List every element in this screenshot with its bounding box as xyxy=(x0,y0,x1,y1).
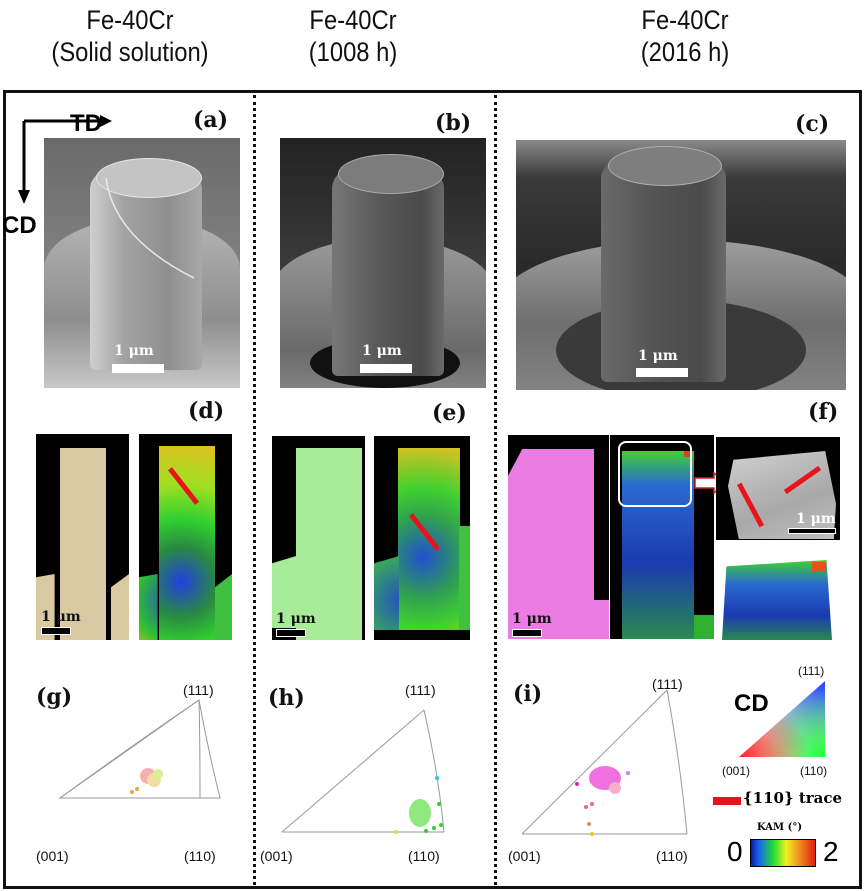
pole-001-i: (001) xyxy=(508,848,541,864)
panel-label-d: (d) xyxy=(188,398,225,424)
orientation-cluster xyxy=(409,799,431,827)
zoom-region-box xyxy=(618,441,692,507)
panel-label-e: (e) xyxy=(432,400,467,426)
column-title: Fe-40Cr xyxy=(86,5,174,35)
scale-bar-label: 1 μm xyxy=(796,511,836,527)
scale-bar-label: 1 μm xyxy=(114,343,154,359)
pole-001-h: (001) xyxy=(260,848,293,864)
orientation-point xyxy=(439,823,443,827)
figure-frame xyxy=(3,90,862,889)
orientation-point xyxy=(130,790,134,794)
orientation-point xyxy=(575,782,579,786)
scale-bar xyxy=(276,629,306,637)
orientation-point xyxy=(626,771,630,775)
sem-image-b: 1 μm xyxy=(280,138,486,388)
scale-bar xyxy=(360,364,412,373)
kam-inset-f xyxy=(716,546,840,640)
ipf-scatter-h xyxy=(394,776,443,834)
sem-image-c: 1 μm xyxy=(516,140,846,390)
column-subtitle: (Solid solution) xyxy=(51,37,209,67)
direction-axes-icon xyxy=(18,115,112,204)
orientation-point xyxy=(587,822,591,826)
ipf-map-d: 1 μm xyxy=(36,434,129,640)
orientation-point xyxy=(584,805,588,809)
sem-inset-f: 1 μm xyxy=(716,437,840,540)
panel-label-h: (h) xyxy=(268,685,305,711)
trace-legend-swatch xyxy=(713,797,741,805)
pole-110-g: (110) xyxy=(184,848,216,864)
sem-image-a: 1 μm xyxy=(44,138,240,388)
scale-bar-label: 1 μm xyxy=(41,609,81,625)
panel-label-b: (b) xyxy=(435,110,472,136)
column-divider xyxy=(494,95,497,885)
orientation-point xyxy=(432,826,436,830)
scale-bar-label: 1 μm xyxy=(362,343,402,359)
kam-map-e xyxy=(374,436,470,640)
trace-legend-label: {110} trace xyxy=(743,789,843,807)
ipf-map-f: 1 μm xyxy=(508,435,609,639)
legend-pole-001: (001) xyxy=(722,764,751,778)
pole-001-g: (001) xyxy=(36,848,69,864)
orientation-point xyxy=(135,787,139,791)
column-divider xyxy=(253,95,256,885)
pole-111-h: (111) xyxy=(405,682,436,698)
ipf-scatter-g xyxy=(130,768,163,794)
orientation-point xyxy=(437,802,441,806)
orientation-point xyxy=(590,832,594,836)
legend-cd-label: CD xyxy=(734,690,769,717)
scale-bar-label: 1 μm xyxy=(276,611,316,627)
cd-label: CD xyxy=(2,212,37,239)
kam-map-f xyxy=(610,435,714,639)
pole-111-g: (111) xyxy=(183,682,214,698)
kam-title: KAM (°) xyxy=(757,822,803,833)
panel-label-a: (a) xyxy=(193,107,229,133)
ipf-triangle-h xyxy=(281,709,445,834)
panel-label-c: (c) xyxy=(795,111,830,137)
column-subtitle: (2016 h) xyxy=(640,37,730,67)
column-title: Fe-40Cr xyxy=(309,5,397,35)
kam-map-d xyxy=(139,434,232,640)
orientation-point xyxy=(424,829,428,833)
column-header-2016h: Fe-40Cr (2016 h) xyxy=(610,4,760,68)
pole-111-i: (111) xyxy=(652,676,683,692)
column-subtitle: (1008 h) xyxy=(308,37,398,67)
td-label: TD xyxy=(70,110,102,137)
kam-min-label: 0 xyxy=(727,836,743,867)
scale-bar xyxy=(512,629,542,637)
panel-label-i: (i) xyxy=(513,681,543,707)
legend-pole-111: (111) xyxy=(798,664,825,678)
orientation-point xyxy=(435,776,439,780)
ipf-scatter-i xyxy=(575,766,630,836)
scale-bar-label: 1 μm xyxy=(512,611,552,627)
scale-bar xyxy=(41,627,71,635)
legend-pole-110: (110) xyxy=(800,764,828,778)
orientation-cluster xyxy=(609,782,621,794)
panel-label-g: (g) xyxy=(36,684,73,710)
orientation-point xyxy=(590,802,594,806)
ipf-triangle-i xyxy=(521,689,688,836)
orientation-point xyxy=(394,830,398,834)
pole-110-i: (110) xyxy=(656,848,688,864)
ipf-triangle-g xyxy=(58,699,221,799)
scale-bar-label: 1 μm xyxy=(638,348,678,364)
kam-colorbar xyxy=(750,839,816,867)
ipf-map-e: 1 μm xyxy=(272,436,365,640)
scale-bar xyxy=(636,368,688,377)
column-header-solid-solution: Fe-40Cr (Solid solution) xyxy=(16,4,245,68)
column-header-1008h: Fe-40Cr (1008 h) xyxy=(278,4,428,68)
kam-max-label: 2 xyxy=(823,836,839,867)
scale-bar xyxy=(788,528,836,534)
pole-110-h: (110) xyxy=(408,848,440,864)
panel-label-f: (f) xyxy=(808,399,839,425)
column-title: Fe-40Cr xyxy=(641,5,729,35)
scale-bar xyxy=(112,364,164,373)
orientation-cluster xyxy=(153,769,163,779)
